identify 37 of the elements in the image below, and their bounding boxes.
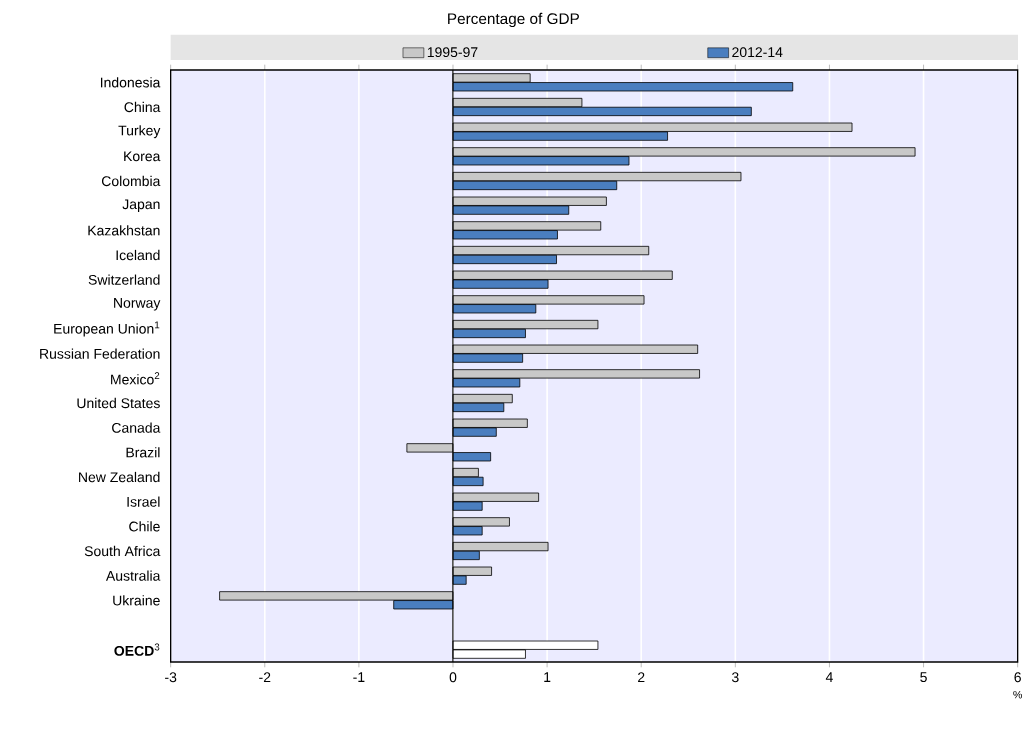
y-tick-label: Switzerland [88, 274, 160, 285]
y-tick-label: Mexico$^{2}$ [111, 372, 160, 385]
y-tick-label: Iceland [116, 249, 160, 261]
y-tick-label: Kazakhstan [88, 225, 160, 236]
x-tick-label: 3 [731, 672, 739, 683]
y-tick-label: Japan [122, 199, 160, 212]
x-tick-label: -2 [259, 672, 271, 683]
y-tick-label: Colombia [101, 175, 161, 187]
chart-subtitle: Percentage of GDP [448, 12, 579, 28]
x-tick-label: 1 [544, 672, 551, 682]
legend-label: 2012-14 [732, 47, 783, 58]
y-tick-label: Indonesia [100, 77, 161, 88]
y-tick-label: Ukraine [113, 595, 160, 606]
x-tick-label: 6 [1014, 672, 1021, 683]
x-tick-label: -3 [165, 672, 177, 683]
y-tick-label: Norway [114, 298, 161, 311]
y-tick-label: Chile [129, 521, 160, 532]
y-tick-label: Australia [105, 570, 161, 581]
y-tick-label: OECD$^{3}$ [114, 643, 160, 656]
y-tick-label: United States [77, 397, 160, 409]
y-tick-label: Korea [124, 151, 161, 162]
x-tick-label: -1 [353, 672, 365, 682]
x-axis-title: % [1013, 690, 1023, 699]
x-tick-label: 4 [825, 672, 833, 682]
y-tick-label: Israel [127, 496, 160, 507]
y-tick-label: China [124, 101, 161, 113]
y-tick-label: New Zealand [79, 471, 160, 483]
y-tick-label: Canada [112, 422, 161, 433]
y-tick-label: European Union$^{1}$ [54, 321, 160, 337]
x-tick-label: 0 [449, 672, 457, 683]
y-tick-label: Brazil [126, 447, 160, 458]
x-tick-label: 2 [638, 672, 645, 683]
y-tick-label: South Africa [84, 545, 161, 557]
x-tick-label: 5 [920, 672, 927, 683]
y-tick-label: Turkey [118, 125, 161, 139]
y-tick-label: Russian Federation [40, 348, 160, 359]
legend-label: 1995-97 [427, 47, 478, 58]
